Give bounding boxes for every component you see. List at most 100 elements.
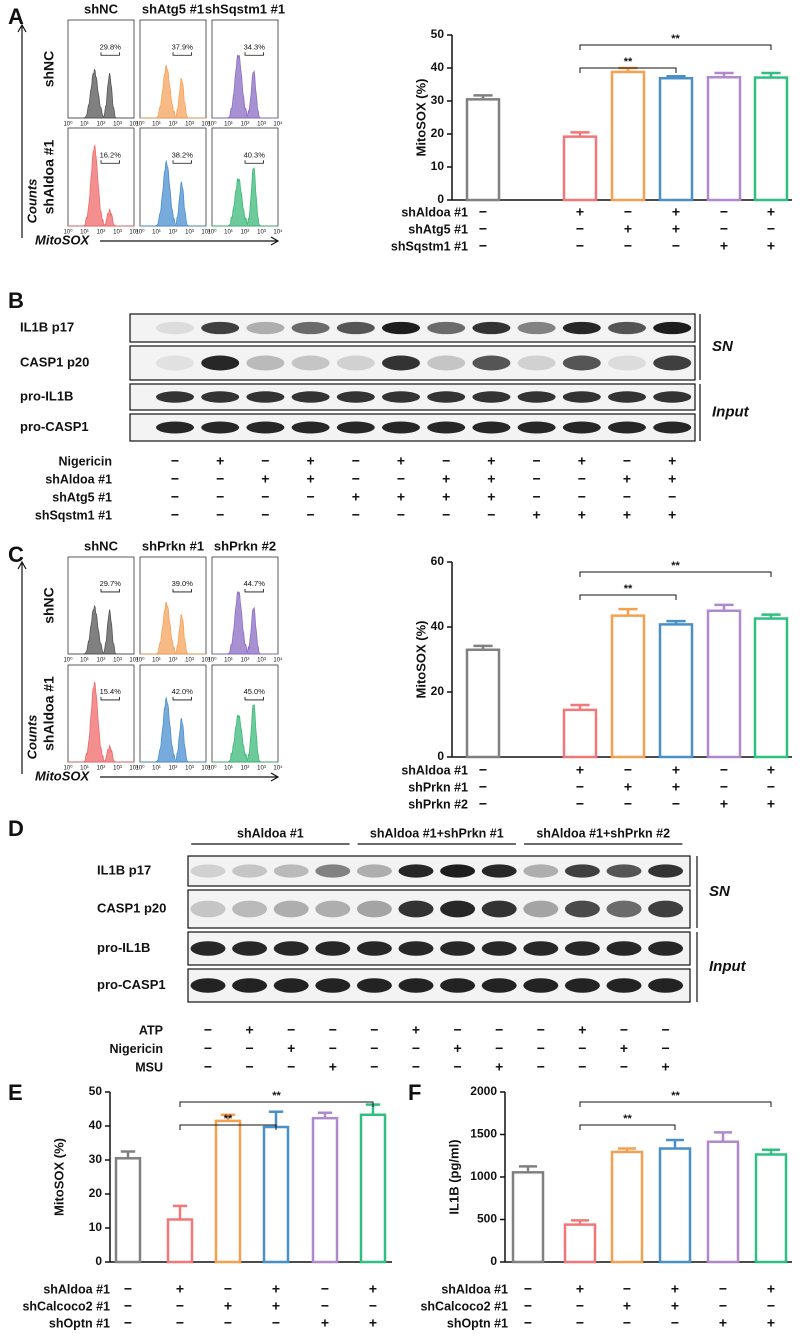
- x-tick-label: 10¹: [224, 766, 233, 772]
- condition-sign: −: [124, 1281, 132, 1297]
- condition-sign: −: [124, 1298, 132, 1314]
- y-axis-label: IL1B (pg/ml): [446, 1139, 461, 1214]
- x-tick-label: 10⁰: [207, 765, 217, 772]
- y-axis-label: MitoSOX (%): [413, 621, 428, 699]
- bar: [612, 1152, 642, 1262]
- bar: [513, 1172, 543, 1262]
- flow-plot-frame: [212, 20, 278, 118]
- y-tick-label: 50: [89, 1084, 103, 1098]
- blot-band: [518, 422, 556, 434]
- significance-bracket: [580, 572, 771, 577]
- blot-band: [482, 901, 517, 918]
- condition-sign: +: [720, 238, 728, 254]
- condition-sign: −: [624, 204, 632, 220]
- blot-band: [156, 322, 194, 334]
- condition-sign: −: [479, 762, 487, 778]
- condition-sign: −: [307, 507, 315, 523]
- x-tick-label: 10⁴: [273, 229, 283, 236]
- y-tick-label: 40: [89, 1118, 103, 1132]
- blot-band: [518, 356, 556, 371]
- condition-sign: −: [369, 1298, 377, 1314]
- blot-band: [608, 322, 646, 334]
- condition-sign: +: [487, 471, 495, 487]
- condition-sign: −: [720, 221, 728, 237]
- y-tick-label: 20: [431, 684, 445, 698]
- blot-band: [274, 978, 309, 993]
- blot-band: [472, 356, 510, 371]
- y-tick-label: 60: [431, 554, 445, 568]
- y-tick-label: 40: [431, 619, 445, 633]
- x-tick-label: 10⁰: [135, 229, 145, 236]
- condition-sign: +: [767, 1315, 775, 1331]
- bar: [756, 1154, 786, 1262]
- condition-sign: +: [487, 489, 495, 505]
- flow-plot-frame: [140, 665, 206, 762]
- condition-sign: −: [576, 1298, 584, 1314]
- condition-sign: −: [623, 453, 631, 469]
- condition-sign: +: [624, 779, 632, 795]
- blot-band: [472, 422, 510, 434]
- blot-band: [563, 322, 601, 334]
- condition-sign: +: [668, 471, 676, 487]
- blot-band: [191, 978, 226, 993]
- blot-band: [563, 391, 601, 402]
- blot-band: [246, 422, 284, 434]
- blot-band: [357, 941, 392, 956]
- condition-sign: −: [719, 1281, 727, 1297]
- blot-band: [232, 901, 267, 918]
- blot-band: [232, 864, 267, 877]
- x-tick-label: 10⁰: [63, 657, 73, 664]
- condition-sign: −: [370, 1059, 378, 1075]
- condition-sign: +: [767, 796, 775, 812]
- band-label: pro-CASP1: [97, 977, 166, 992]
- condition-sign: +: [624, 221, 632, 237]
- y-axis-label: MitoSOX (%): [413, 79, 428, 157]
- condition-sign: −: [624, 762, 632, 778]
- y-tick-label: 10: [431, 159, 445, 173]
- condition-sign: −: [216, 471, 224, 487]
- condition-sign: +: [668, 507, 676, 523]
- condition-sign: −: [479, 221, 487, 237]
- blot-band: [523, 864, 558, 877]
- condition-sign: +: [672, 204, 680, 220]
- condition-sign: −: [216, 507, 224, 523]
- condition-sign: +: [672, 779, 680, 795]
- blot-band: [472, 391, 510, 402]
- flow-plot-frame: [140, 128, 206, 226]
- condition-sign: −: [524, 1281, 532, 1297]
- row-label: shAldoa #1: [41, 676, 57, 751]
- blot-band: [292, 322, 330, 334]
- condition-sign: −: [668, 489, 676, 505]
- x-tick-label: 10¹: [224, 658, 233, 664]
- blot-band: [315, 901, 350, 918]
- condition-sign: −: [321, 1281, 329, 1297]
- condition-sign: −: [623, 489, 631, 505]
- blot-band: [337, 356, 375, 371]
- condition-sign: −: [171, 489, 179, 505]
- condition-label: shCalcoco2 #1: [420, 1299, 508, 1313]
- condition-sign: −: [261, 453, 269, 469]
- column-title: shPrkn #2: [214, 538, 276, 553]
- band-label: CASP1 p20: [20, 354, 89, 369]
- column-title: shNC: [84, 1, 119, 16]
- condition-sign: +: [397, 489, 405, 505]
- blot-band: [440, 901, 475, 918]
- condition-sign: −: [352, 453, 360, 469]
- x-tick-label: 10²: [169, 122, 178, 128]
- flow-x-label: MitoSOX: [35, 768, 90, 783]
- condition-sign: +: [671, 1281, 679, 1297]
- condition-sign: −: [454, 1022, 462, 1038]
- blot-band: [482, 941, 517, 956]
- row-label: shNC: [41, 51, 57, 88]
- condition-sign: −: [576, 1315, 584, 1331]
- flow-x-label: MitoSOX: [35, 232, 90, 247]
- condition-sign: +: [767, 238, 775, 254]
- condition-sign: −: [329, 1040, 337, 1056]
- blot-band: [518, 322, 556, 334]
- panel-label: F: [408, 1080, 421, 1105]
- blot-band: [427, 356, 465, 371]
- x-tick-label: 10³: [113, 230, 122, 236]
- blot-band: [357, 978, 392, 993]
- band-label: CASP1 p20: [97, 900, 166, 915]
- condition-sign: +: [307, 471, 315, 487]
